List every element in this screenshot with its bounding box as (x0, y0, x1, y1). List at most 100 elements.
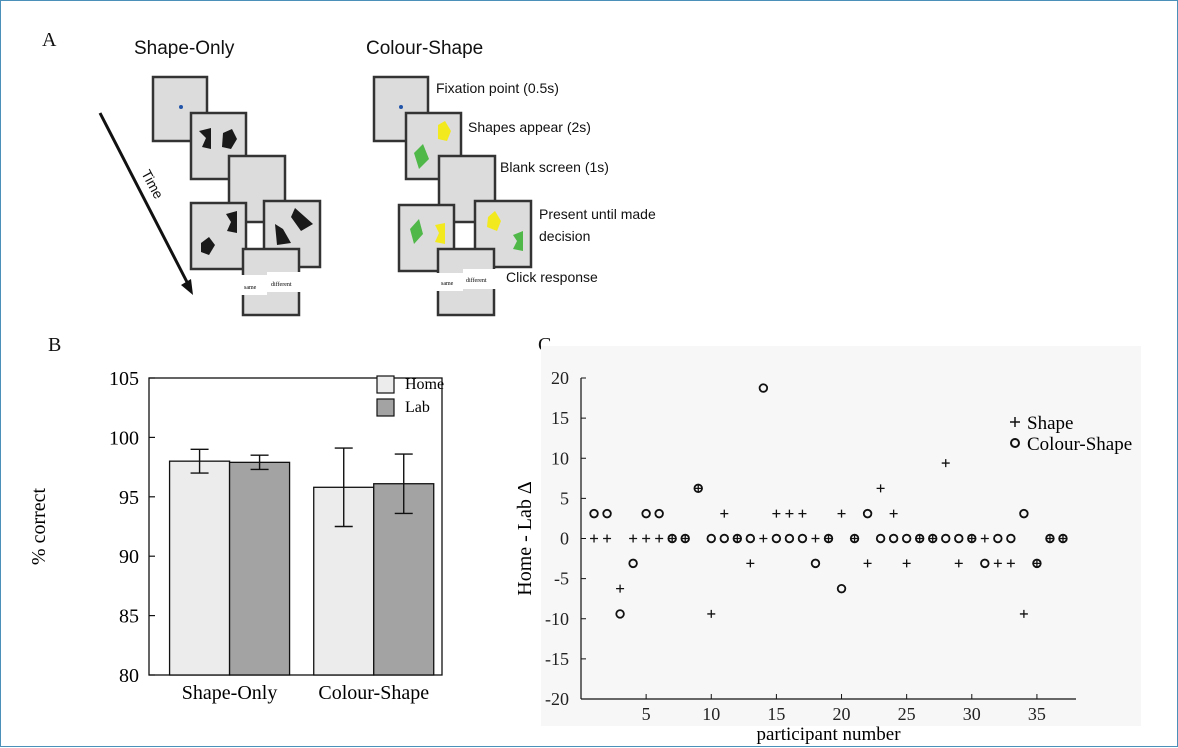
different-button-bg (463, 269, 499, 289)
different-button: different (271, 281, 292, 288)
point-shape (967, 534, 976, 543)
legend-label-colour-shape: Colour-Shape (1027, 434, 1132, 455)
legend-label-home: Home (405, 376, 444, 393)
point-shape (720, 509, 729, 518)
legend-label-shape: Shape (1027, 413, 1073, 434)
black-shape (199, 128, 211, 149)
point-colour-shape (589, 508, 599, 519)
point-colour-shape (1019, 508, 1029, 519)
green-shape (513, 231, 523, 251)
point-colour-shape (1006, 533, 1016, 544)
schematic-title-colour-shape: Colour-Shape (366, 38, 483, 59)
x-tick-label: 35 (1028, 704, 1046, 724)
point-colour-shape (941, 533, 951, 544)
point-shape (642, 534, 651, 543)
point-shape (759, 534, 768, 543)
x-tick-label: 10 (702, 704, 720, 724)
step-label-present: Present until made (539, 206, 656, 222)
point-colour-shape (875, 533, 886, 544)
point-colour-shape (719, 533, 729, 544)
step-label-shapes: Shapes appear (2s) (468, 119, 591, 135)
point-shape (798, 509, 807, 518)
shape-only-screens: same different (151, 75, 322, 317)
x-tick-label: 5 (642, 704, 651, 724)
x-tick-label: 30 (963, 704, 981, 724)
point-shape (863, 559, 872, 568)
scatter-chart: -20 -15 -10 -5 0 5 10 15 20 5 10 15 20 25 30 35 particip… (514, 346, 1141, 745)
black-shape (291, 208, 313, 231)
point-colour-shape (654, 508, 664, 519)
point-colour-shape (797, 533, 808, 544)
point-shape (603, 534, 612, 543)
step-label-blank: Blank screen (1s) (500, 159, 609, 175)
same-button-bg (435, 273, 463, 291)
point-colour-shape (980, 558, 990, 569)
black-shape (226, 211, 237, 233)
point-shape (681, 534, 690, 543)
point-colour-shape (862, 508, 873, 519)
same-button: same (441, 281, 454, 287)
schematic-title-shape-only: Shape-Only (134, 38, 235, 59)
y-tick-label: 80 (119, 665, 139, 687)
black-shape (222, 129, 237, 149)
point-shape (590, 534, 599, 543)
y-tick-label: 20 (551, 368, 569, 388)
black-shape (275, 224, 291, 245)
legend-marker-colour-shape (1010, 438, 1020, 448)
y-axis-label: % correct (28, 487, 50, 565)
y-tick-label: 95 (119, 487, 139, 509)
y-tick-label: 10 (551, 448, 569, 468)
green-shape (410, 219, 423, 244)
x-tick-label: 25 (898, 704, 916, 724)
point-shape (850, 534, 859, 543)
panel-label-b: B (48, 334, 62, 356)
point-shape (928, 534, 937, 543)
point-colour-shape (836, 583, 847, 594)
point-shape (954, 559, 963, 568)
bar-chart: 80 85 90 95 100 105 Shape-Only Colour-Shape % co… (28, 368, 444, 704)
bar-lab (228, 461, 291, 676)
point-shape (1006, 559, 1015, 568)
point-shape (941, 459, 950, 468)
legend-label-lab: Lab (405, 399, 430, 416)
point-colour-shape (732, 533, 743, 544)
point-shape (902, 559, 911, 568)
legend-marker-shape (1010, 417, 1020, 427)
colour-shape-screens: same different (372, 75, 533, 317)
y-tick-label: -15 (545, 649, 569, 669)
point-colour-shape (1058, 533, 1068, 544)
trial-schematic: Shape-Only Colour-Shape Time same differ… (98, 38, 656, 317)
point-colour-shape (641, 508, 651, 519)
y-axis-label: Home - Lab Δ (514, 481, 536, 596)
black-shape (201, 237, 215, 255)
bar-home (168, 460, 231, 676)
point-colour-shape (693, 483, 703, 494)
point-colour-shape (1032, 558, 1042, 569)
yellow-shape (487, 211, 501, 231)
y-tick-label: 90 (119, 546, 139, 568)
point-colour-shape (680, 533, 690, 544)
point-shape (811, 534, 820, 543)
point-shape (733, 534, 742, 543)
point-shape (915, 534, 924, 543)
shapes-screen (189, 111, 248, 181)
legend-swatch-lab (376, 398, 395, 417)
point-colour-shape (901, 533, 912, 544)
y-tick-label: -20 (545, 689, 569, 709)
panel-label-a: A (42, 29, 57, 51)
y-tick-label: 85 (119, 606, 139, 628)
point-shape (629, 534, 638, 543)
point-shape (694, 484, 703, 493)
point-colour-shape (706, 533, 716, 544)
point-shape (1019, 609, 1028, 618)
point-shape (707, 609, 716, 618)
point-colour-shape (615, 609, 625, 619)
plot-frame (148, 377, 443, 676)
point-shape (837, 509, 846, 518)
point-shape (1058, 534, 1067, 543)
y-tick-label: 100 (109, 427, 139, 449)
step-label-fixation: Fixation point (0.5s) (436, 80, 559, 96)
point-colour-shape (967, 533, 977, 544)
y-tick-label: -10 (545, 609, 569, 629)
